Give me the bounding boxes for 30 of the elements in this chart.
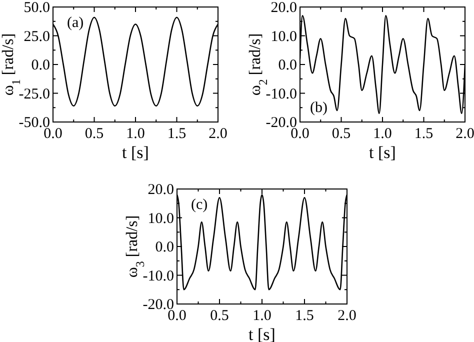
y-tick-label: 10.0	[270, 28, 297, 45]
x-axis-title: t [s]	[248, 325, 276, 342]
x-tick-label: 0.5	[210, 308, 229, 324]
x-tick-label: 1.5	[295, 308, 314, 324]
x-tick-label: 0.5	[84, 126, 104, 142]
x-tick-label: 2.0	[208, 126, 228, 142]
x-tick-label: 1.5	[167, 126, 186, 142]
y-tick-label: -10.0	[142, 268, 174, 284]
x-tick-label: 2.0	[456, 126, 474, 142]
y-tick-label: 20.0	[148, 182, 174, 198]
x-tick-label: 1.0	[126, 126, 145, 142]
x-tick-label: 1.0	[252, 308, 272, 324]
y-tick-label: 0.0	[155, 240, 174, 256]
x-tick-label: 1.0	[373, 126, 392, 142]
annotation: (b)	[310, 100, 328, 116]
y-tick-label: 0.0	[278, 58, 297, 74]
y-tick-label: 20.0	[270, 0, 297, 16]
y-tick-label: 25.0	[24, 28, 50, 45]
x-axis-title: t [s]	[369, 143, 396, 162]
x-tick-label: 2.0	[338, 308, 356, 324]
y-tick-label: 50.0	[24, 0, 50, 16]
y-tick-label: 0.0	[31, 58, 50, 74]
x-tick-label: 0.5	[332, 126, 351, 142]
x-axis-title: t [s]	[122, 143, 149, 162]
annotation: (a)	[67, 15, 84, 31]
annotation: (c)	[191, 197, 208, 213]
y-tick-label: 10.0	[148, 210, 174, 227]
y-tick-label: -10.0	[266, 86, 297, 102]
y-tick-label: -25.0	[18, 86, 50, 102]
x-tick-label: 1.5	[414, 126, 434, 142]
